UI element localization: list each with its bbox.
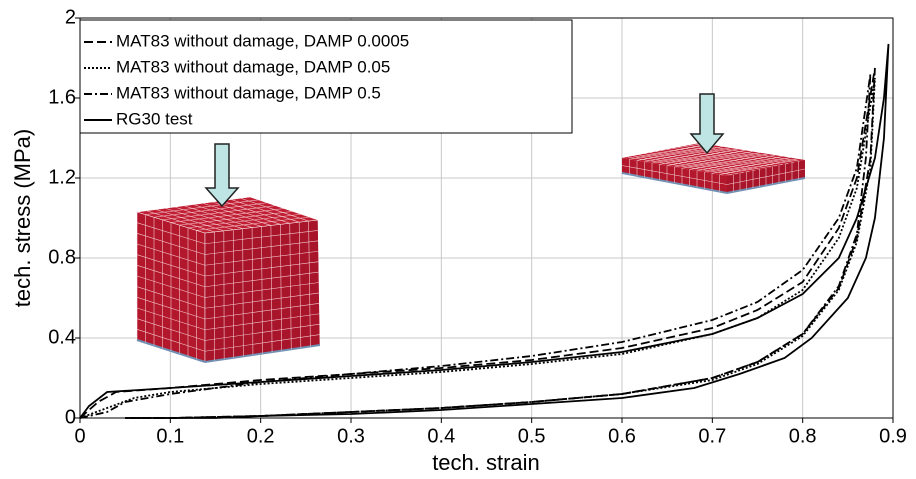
arrow [689, 93, 725, 155]
mesh-line [204, 261, 319, 277]
mesh-line [162, 205, 276, 221]
x-tick-label: 0.1 [156, 425, 184, 447]
x-tick-label: 0 [74, 425, 85, 447]
mesh-line [136, 286, 206, 309]
y-tick-label: 0 [65, 406, 76, 428]
mesh-line [204, 313, 320, 331]
series-line [79, 73, 872, 419]
mesh-line [136, 275, 206, 298]
mesh-line [136, 222, 206, 245]
mesh-line [204, 292, 320, 309]
mesh-line [136, 329, 206, 352]
legend-box [79, 19, 573, 134]
mesh-line [136, 243, 206, 266]
mesh-line [204, 303, 320, 320]
mesh-line [629, 143, 708, 160]
mesh-line [204, 230, 319, 245]
mesh-line [136, 265, 206, 288]
y-tick-label: 2 [65, 6, 76, 28]
mesh-line [674, 151, 753, 168]
x-axis-title: tech. strain [432, 450, 540, 475]
mesh-line [204, 334, 320, 352]
mesh-line [696, 154, 776, 172]
mesh-line [621, 165, 728, 185]
mesh-line [136, 307, 206, 331]
x-tick-label: 0.2 [247, 425, 275, 447]
mesh-line [204, 282, 320, 298]
x-tick-label: 0.9 [879, 425, 907, 447]
legend-label: MAT83 without damage, DAMP 0.05 [116, 57, 390, 76]
mesh-line [726, 168, 806, 185]
mesh-line [704, 156, 783, 173]
mesh-line [153, 202, 268, 218]
plot-frame [79, 17, 894, 419]
cube-image [136, 196, 321, 364]
mesh-line [681, 152, 761, 169]
mesh-line [204, 240, 319, 255]
mesh-line [145, 199, 259, 215]
x-tick-label: 0.3 [337, 425, 365, 447]
x-tick-label: 0.6 [608, 425, 636, 447]
arrow [204, 143, 240, 208]
y-tick-label: 1.6 [48, 86, 76, 108]
legend-label: RG30 test [116, 109, 193, 128]
mesh-line [187, 213, 302, 229]
mesh-line [204, 271, 319, 288]
mesh-line [136, 297, 206, 320]
plot-lines [79, 43, 890, 419]
mesh-line [659, 148, 738, 165]
legend-label: MAT83 without damage, DAMP 0.0005 [116, 31, 409, 50]
x-tick-label: 0.8 [789, 425, 817, 447]
plate-image [621, 143, 806, 195]
mesh-line [136, 318, 206, 341]
mesh-line [204, 323, 320, 341]
y-tick-label: 0.4 [48, 326, 76, 348]
mesh-line [136, 254, 206, 277]
mesh-line [689, 153, 768, 170]
mesh-line [651, 147, 731, 164]
x-tick-label: 0.5 [518, 425, 546, 447]
mesh-line [179, 211, 293, 226]
mesh-line [136, 233, 206, 255]
x-tick-label: 0.7 [698, 425, 726, 447]
mesh-line [170, 208, 285, 223]
y-axis-title: tech. stress (MPa) [10, 129, 35, 307]
series-line [79, 43, 890, 419]
mesh-line [204, 250, 319, 266]
mesh-line [666, 149, 746, 167]
mesh-line [196, 216, 310, 231]
mesh-line [719, 158, 798, 176]
series-line [79, 77, 876, 419]
mesh-line [711, 157, 791, 174]
x-tick-label: 0.4 [427, 425, 455, 447]
y-tick-label: 1.2 [48, 166, 76, 188]
legend-label: MAT83 without damage, DAMP 0.5 [116, 83, 381, 102]
y-tick-label: 0.8 [48, 246, 76, 268]
